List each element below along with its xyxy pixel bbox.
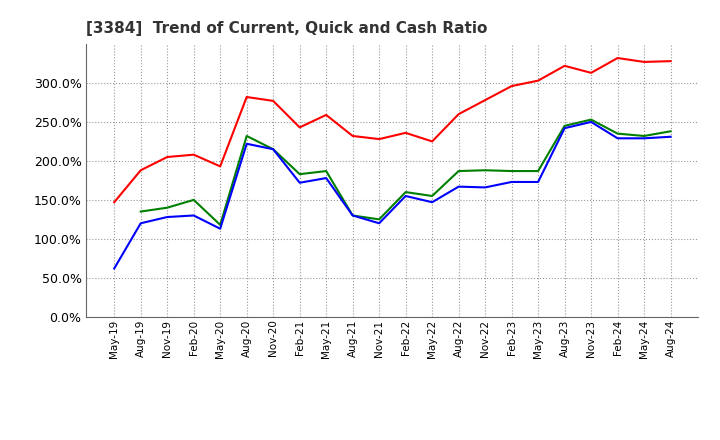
Current Ratio — [560, 63, 569, 69]
Line: Quick Ratio: Quick Ratio — [140, 120, 670, 225]
Current Ratio — [428, 139, 436, 144]
Current Ratio — [295, 125, 304, 130]
Quick Ratio — [295, 172, 304, 177]
Cash Ratio — [401, 193, 410, 198]
Current Ratio — [401, 130, 410, 136]
Cash Ratio — [243, 141, 251, 147]
Quick Ratio — [348, 213, 357, 218]
Cash Ratio — [587, 119, 595, 125]
Cash Ratio — [454, 184, 463, 189]
Current Ratio — [189, 152, 198, 158]
Cash Ratio — [428, 200, 436, 205]
Cash Ratio — [269, 147, 277, 152]
Quick Ratio — [560, 123, 569, 128]
Quick Ratio — [216, 222, 225, 227]
Quick Ratio — [613, 131, 622, 136]
Line: Cash Ratio: Cash Ratio — [114, 122, 670, 268]
Current Ratio — [348, 133, 357, 139]
Cash Ratio — [216, 226, 225, 231]
Quick Ratio — [375, 217, 384, 222]
Cash Ratio — [508, 180, 516, 185]
Legend: Current Ratio, Quick Ratio, Cash Ratio: Current Ratio, Quick Ratio, Cash Ratio — [196, 438, 589, 440]
Quick Ratio — [454, 169, 463, 174]
Quick Ratio — [243, 133, 251, 139]
Quick Ratio — [508, 169, 516, 174]
Quick Ratio — [534, 169, 542, 174]
Current Ratio — [640, 59, 649, 65]
Current Ratio — [587, 70, 595, 76]
Cash Ratio — [322, 176, 330, 181]
Cash Ratio — [136, 220, 145, 226]
Quick Ratio — [189, 197, 198, 202]
Current Ratio — [613, 55, 622, 61]
Cash Ratio — [295, 180, 304, 185]
Current Ratio — [508, 84, 516, 89]
Text: [3384]  Trend of Current, Quick and Cash Ratio: [3384] Trend of Current, Quick and Cash … — [86, 21, 487, 36]
Quick Ratio — [136, 209, 145, 214]
Cash Ratio — [110, 266, 119, 271]
Line: Current Ratio: Current Ratio — [114, 58, 670, 202]
Cash Ratio — [534, 180, 542, 185]
Quick Ratio — [640, 133, 649, 139]
Current Ratio — [163, 154, 171, 160]
Cash Ratio — [560, 125, 569, 131]
Current Ratio — [322, 112, 330, 117]
Current Ratio — [481, 98, 490, 103]
Quick Ratio — [401, 190, 410, 195]
Current Ratio — [269, 98, 277, 103]
Current Ratio — [216, 164, 225, 169]
Cash Ratio — [613, 136, 622, 141]
Current Ratio — [110, 200, 119, 205]
Current Ratio — [454, 111, 463, 117]
Cash Ratio — [189, 213, 198, 218]
Cash Ratio — [375, 220, 384, 226]
Current Ratio — [375, 136, 384, 142]
Current Ratio — [243, 94, 251, 99]
Cash Ratio — [666, 134, 675, 139]
Cash Ratio — [640, 136, 649, 141]
Quick Ratio — [428, 193, 436, 198]
Current Ratio — [534, 78, 542, 83]
Cash Ratio — [348, 213, 357, 218]
Quick Ratio — [666, 128, 675, 134]
Quick Ratio — [587, 117, 595, 122]
Quick Ratio — [163, 205, 171, 210]
Cash Ratio — [481, 185, 490, 190]
Quick Ratio — [269, 147, 277, 152]
Quick Ratio — [481, 168, 490, 173]
Cash Ratio — [163, 214, 171, 220]
Current Ratio — [136, 168, 145, 173]
Current Ratio — [666, 59, 675, 64]
Quick Ratio — [322, 169, 330, 174]
